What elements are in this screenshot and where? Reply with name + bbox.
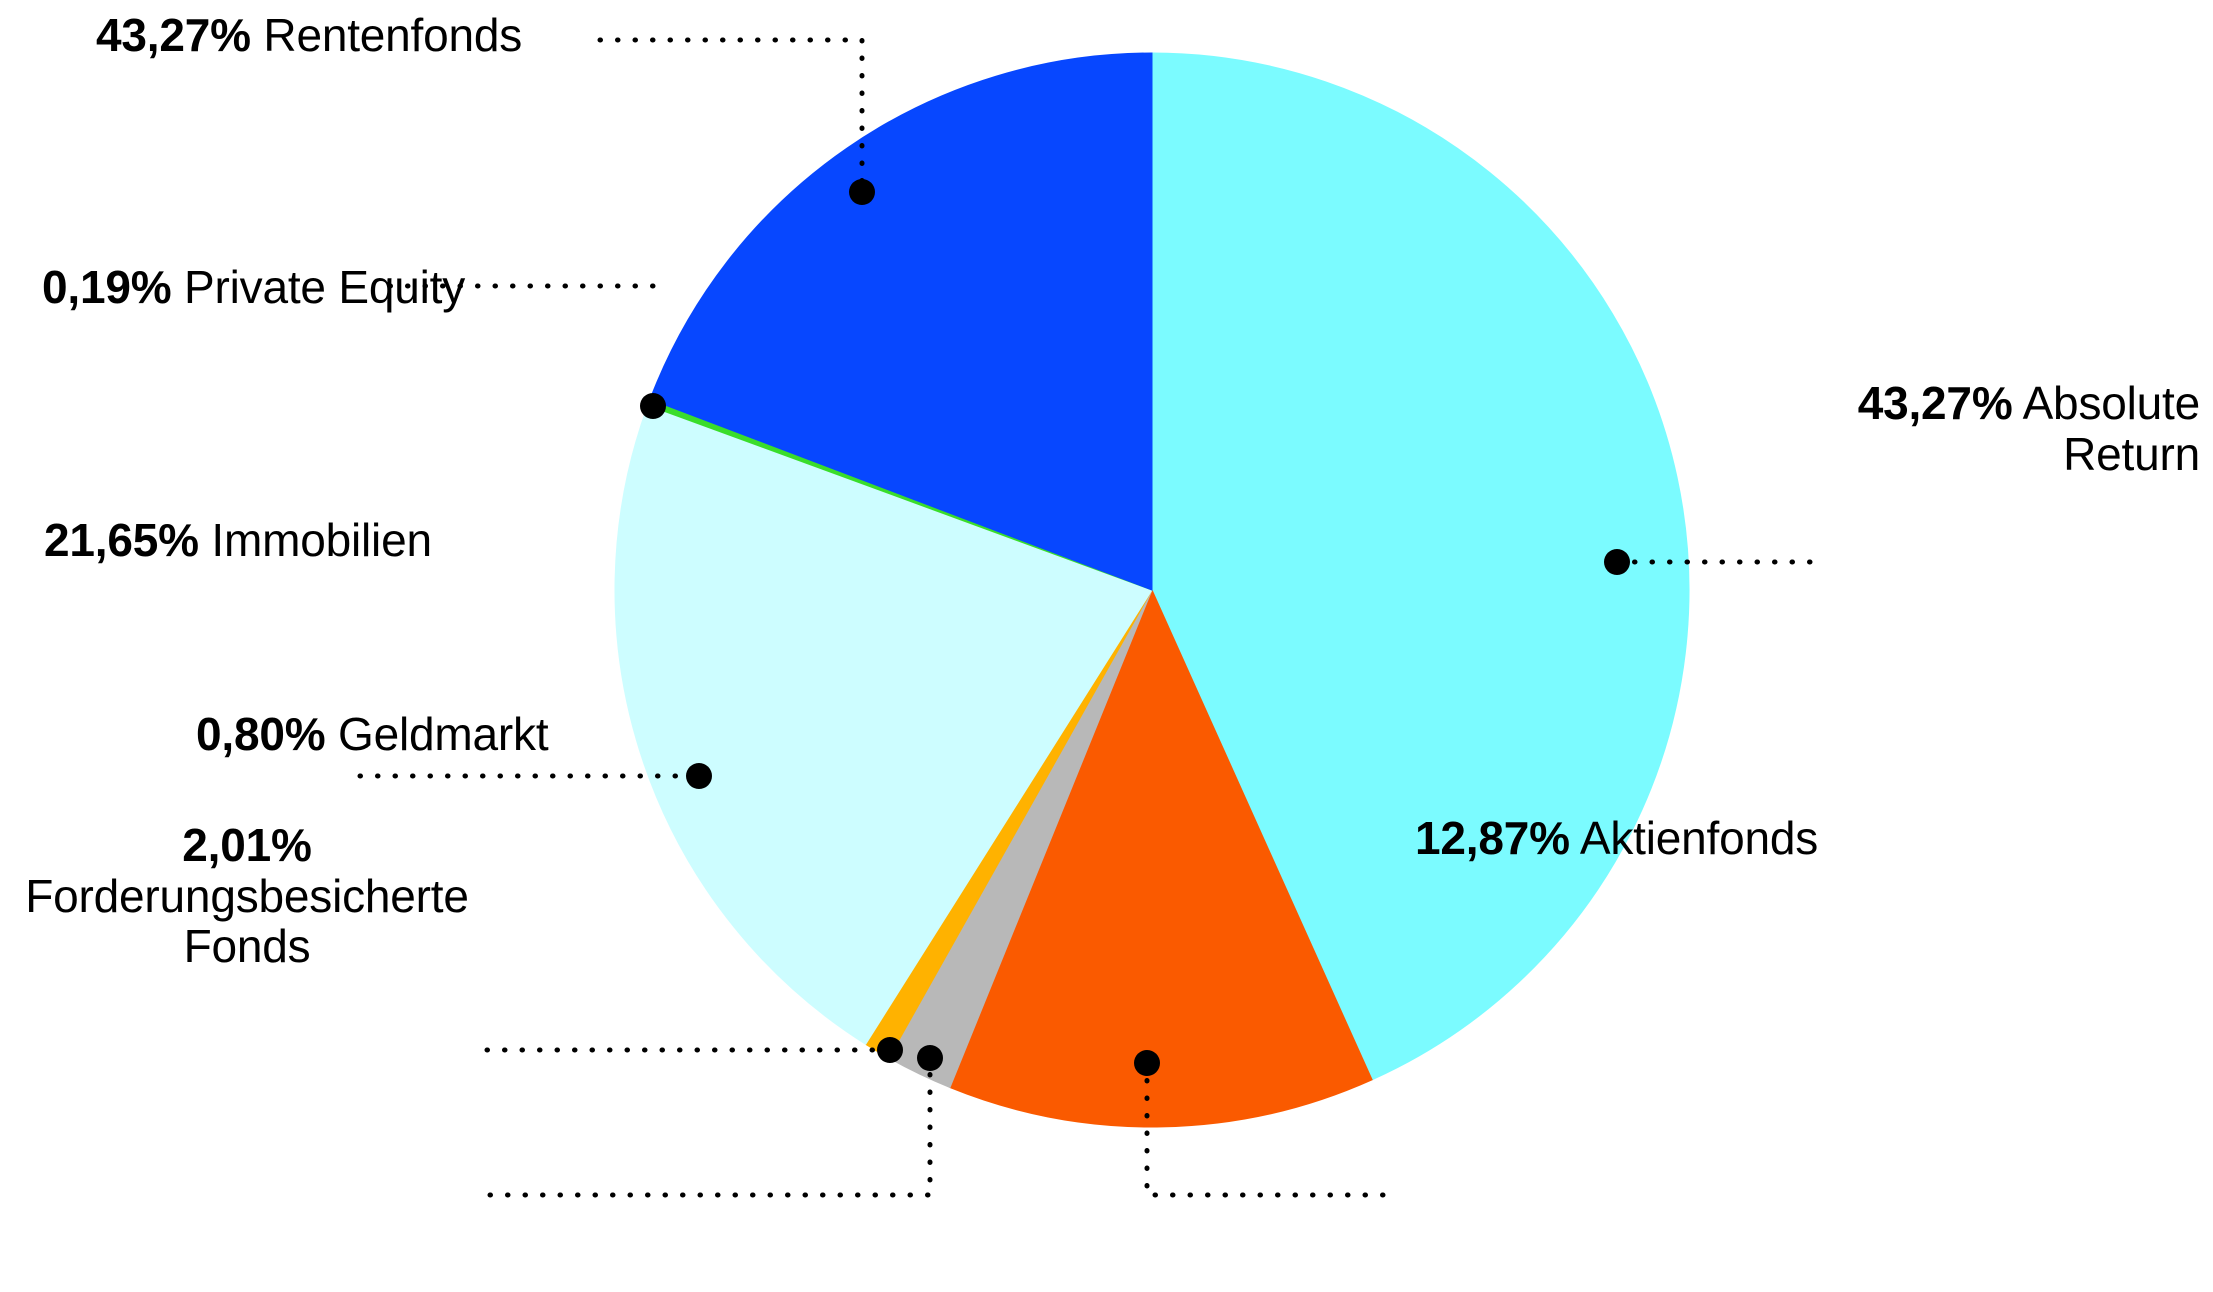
slice-name-absolute-return-line2: Return xyxy=(2063,427,2200,480)
slice-name-rentenfonds: Rentenfonds xyxy=(263,9,523,61)
leader-dot-forderungsbesicherte-fonds xyxy=(917,1045,943,1071)
slice-name-aktienfonds: Aktienfonds xyxy=(1579,812,1819,864)
leader-dot-rentenfonds xyxy=(849,179,875,205)
pie-slice-aktienfonds[interactable] xyxy=(949,588,1373,1128)
slice-label-aktienfonds: 12,87% Aktienfonds xyxy=(1415,813,1818,864)
pie-slice-group xyxy=(614,52,1690,1128)
pie-slice-immobilien[interactable] xyxy=(614,404,1153,1045)
leader-marker-group xyxy=(640,179,1630,1076)
leader-dot-private-equity xyxy=(640,393,666,419)
leader-dot-absolute-return xyxy=(1604,549,1630,575)
leader-line-forderungsbesicherte-fonds xyxy=(487,1055,933,1198)
slice-percent-private-equity: 0,19% xyxy=(42,261,172,313)
slice-name-geldmarkt: Geldmarkt xyxy=(338,708,549,760)
slice-label-geldmarkt: 0,80% Geldmarkt xyxy=(196,708,549,760)
slice-name-immobilien: Immobilien xyxy=(211,514,432,566)
slice-label-immobilien: 21,65% Immobilien xyxy=(44,515,432,566)
slice-name-absolute-return: Absolute xyxy=(2022,377,2201,429)
slice-percent-forderungsbesicherte-fonds: 2,01% xyxy=(182,819,312,871)
pie-slice-absolute-return[interactable] xyxy=(1151,52,1690,1081)
leader-line-rentenfonds xyxy=(597,37,865,195)
slice-label-absolute-return: 43,27% Absolute Return xyxy=(1830,378,2200,479)
slice-percent-rentenfonds: 43,27% xyxy=(96,9,251,61)
leader-dot-immobilien xyxy=(686,763,712,789)
slice-label-forderungsbesicherte-fonds: 2,01% Forderungsbesicherte Fonds xyxy=(22,820,472,972)
slice-name-forderungsbesicherte-fonds: Forderungsbesicherte xyxy=(25,869,469,922)
slice-percent-absolute-return: 43,27% xyxy=(1857,377,2013,429)
slice-percent-aktienfonds: 12,87% xyxy=(1415,812,1570,864)
slice-percent-immobilien: 21,65% xyxy=(44,514,199,566)
slice-label-rentenfonds: 43,27% Rentenfonds xyxy=(96,10,522,61)
leader-dot-geldmarkt xyxy=(877,1037,903,1063)
pie-slice-rentenfonds[interactable] xyxy=(649,52,1153,591)
slice-name-private-equity: Private Equity xyxy=(184,261,466,313)
slice-name-forderungsbesicherte-fonds-line2: Fonds xyxy=(183,920,311,973)
leader-line-group xyxy=(357,37,1813,1198)
leader-dot-aktienfonds xyxy=(1134,1050,1160,1076)
slice-percent-geldmarkt: 0,80% xyxy=(196,708,326,760)
slice-label-private-equity: 0,19% Private Equity xyxy=(42,262,465,313)
